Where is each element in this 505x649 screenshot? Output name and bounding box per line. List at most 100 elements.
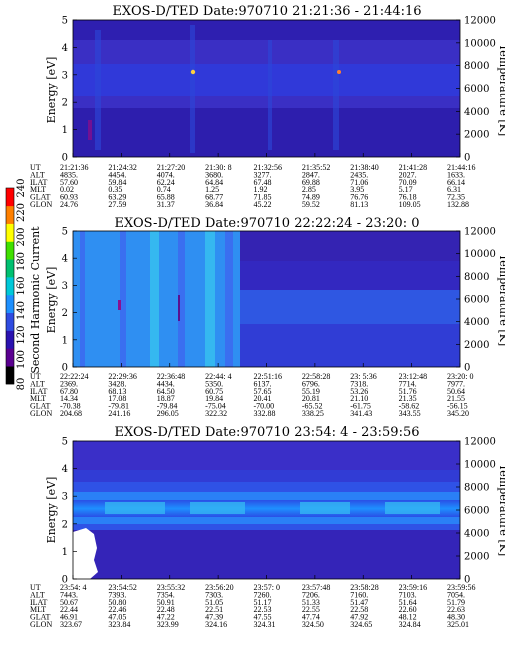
table-cell: 296.05 <box>157 409 179 418</box>
table-cell: 21.10 <box>350 394 368 403</box>
y-right-tick-label: 6000 <box>464 84 489 95</box>
table-cell: 21:30: 8 <box>205 163 231 172</box>
y-right-tick-label: 10000 <box>464 249 496 260</box>
colorbar-cell <box>6 312 14 331</box>
table-cell: 3428. <box>108 379 126 388</box>
table-row-label: GLAT <box>30 193 51 202</box>
table-cell: 21.35 <box>399 394 417 403</box>
table-cell: 204.68 <box>60 409 82 418</box>
y-right-tick-label: 4000 <box>464 317 489 328</box>
table-cell: 23:58:28 <box>350 583 378 592</box>
table-cell: 21:38:40 <box>350 163 378 172</box>
ylabel-energy: Energy [eV] <box>45 477 58 544</box>
y-right-tick-label: 0 <box>464 363 470 374</box>
table-cell: 22.48 <box>157 605 175 614</box>
table-cell: 47.74 <box>302 613 320 622</box>
panel-2: EXOS-D/TED Date:970710 22:22:24 - 23:20:… <box>30 216 505 418</box>
y-tick-label: 1 <box>62 125 68 136</box>
table-cell: 22.63 <box>447 605 465 614</box>
table-cell: 7303. <box>205 590 223 599</box>
table-cell: 22:36:48 <box>157 372 185 381</box>
table-cell: 7206. <box>302 590 320 599</box>
table-cell: 51.79 <box>447 598 465 607</box>
table-cell: 60.75 <box>205 387 223 396</box>
table-cell: 57.65 <box>254 387 272 396</box>
table-cell: 7160. <box>350 590 368 599</box>
table-cell: 7103. <box>399 590 417 599</box>
table-cell: 47.39 <box>205 613 223 622</box>
colorbar-tick-label: 80 <box>16 378 27 391</box>
y-tick-label: 0 <box>62 153 68 164</box>
table-cell: 24.76 <box>60 200 78 209</box>
table-cell: 68.77 <box>205 193 223 202</box>
table-cell: 132.88 <box>447 200 469 209</box>
y-tick-label: 1 <box>62 547 68 558</box>
table-cell: 341.43 <box>350 409 372 418</box>
y-right-tick-label: 4000 <box>464 529 489 540</box>
panel-title: EXOS-D/TED Date:970710 23:54: 4 - 23:59:… <box>115 425 420 440</box>
heatmap-2 <box>72 230 461 368</box>
table-cell: 7260. <box>254 590 272 599</box>
panel-3: EXOS-D/TED Date:970710 23:54: 4 - 23:59:… <box>30 425 505 629</box>
table-cell: 323.99 <box>157 620 179 629</box>
colorbar-tick-label: 200 <box>16 227 27 246</box>
y-right-tick-label: 8000 <box>464 483 489 494</box>
ylabel-temperature: Temperature [K] <box>497 44 505 136</box>
y-right-tick-label: 10000 <box>464 460 496 471</box>
table-row-label: GLON <box>30 409 52 418</box>
table-cell: 72.35 <box>447 193 465 202</box>
table-cell: 21:41:28 <box>399 163 427 172</box>
table-cell: 21:35:52 <box>302 163 330 172</box>
colorbar-tick-label: 100 <box>16 350 27 369</box>
table-cell: 22.51 <box>205 605 223 614</box>
table-cell: 47.05 <box>108 613 126 622</box>
panel-title: EXOS-D/TED Date:970710 21:21:36 - 21:44:… <box>112 4 421 19</box>
table-cell: 31.37 <box>157 200 175 209</box>
table-cell: 22:51:16 <box>254 372 282 381</box>
table-cell: 67.80 <box>60 387 78 396</box>
table-cell: 324.84 <box>399 620 421 629</box>
table-cell: 51.64 <box>399 598 417 607</box>
colorbar-tick-label: 140 <box>16 301 27 320</box>
table-cell: 325.01 <box>447 620 469 629</box>
colorbar-cell <box>6 188 14 207</box>
y-tick-label: 5 <box>62 437 68 448</box>
table-cell: 22:58:28 <box>302 372 330 381</box>
table-cell: 48.30 <box>447 613 465 622</box>
table-cell: 4074. <box>157 170 175 179</box>
heatmap-1 <box>72 19 461 158</box>
table-cell: 1633. <box>447 170 465 179</box>
table-cell: 27.59 <box>108 200 126 209</box>
table-row-label: MLT <box>30 605 46 614</box>
table-cell: 17.08 <box>108 394 126 403</box>
y-tick-label: 3 <box>62 281 68 292</box>
table-row-label: GLAT <box>30 613 51 622</box>
y-right-tick-label: 2000 <box>464 340 489 351</box>
table-cell: 5.17 <box>399 185 413 194</box>
table-cell: 64.50 <box>157 387 175 396</box>
y-right-tick-label: 12000 <box>464 227 496 238</box>
table-cell: 48.12 <box>399 613 417 622</box>
table-cell: 59.52 <box>302 200 320 209</box>
y-right-tick-label: 8000 <box>464 61 489 72</box>
table-cell: 22.58 <box>350 605 368 614</box>
ylabel-temperature: Temperature [K] <box>497 464 505 556</box>
table-cell: 109.05 <box>399 200 421 209</box>
table-cell: 2435. <box>350 170 368 179</box>
table-cell: 55.19 <box>302 387 320 396</box>
table-cell: 1.92 <box>254 185 268 194</box>
table-cell: 23:56:20 <box>205 583 233 592</box>
table-cell: 50.64 <box>447 387 465 396</box>
table-cell: 47.92 <box>350 613 368 622</box>
table-cell: 3.95 <box>350 185 364 194</box>
y-tick-label: 2 <box>62 98 68 109</box>
table-cell: 0.02 <box>60 185 74 194</box>
table-cell: 3277. <box>254 170 272 179</box>
table-row-label: ALT <box>30 170 45 179</box>
table-cell: 71.85 <box>254 193 272 202</box>
table-cell: 22:29:36 <box>108 372 136 381</box>
table-cell: 51.17 <box>254 598 272 607</box>
y-right-tick-label: 6000 <box>464 506 489 517</box>
table-row-label: GLON <box>30 620 52 629</box>
colorbar-cell <box>6 294 14 314</box>
